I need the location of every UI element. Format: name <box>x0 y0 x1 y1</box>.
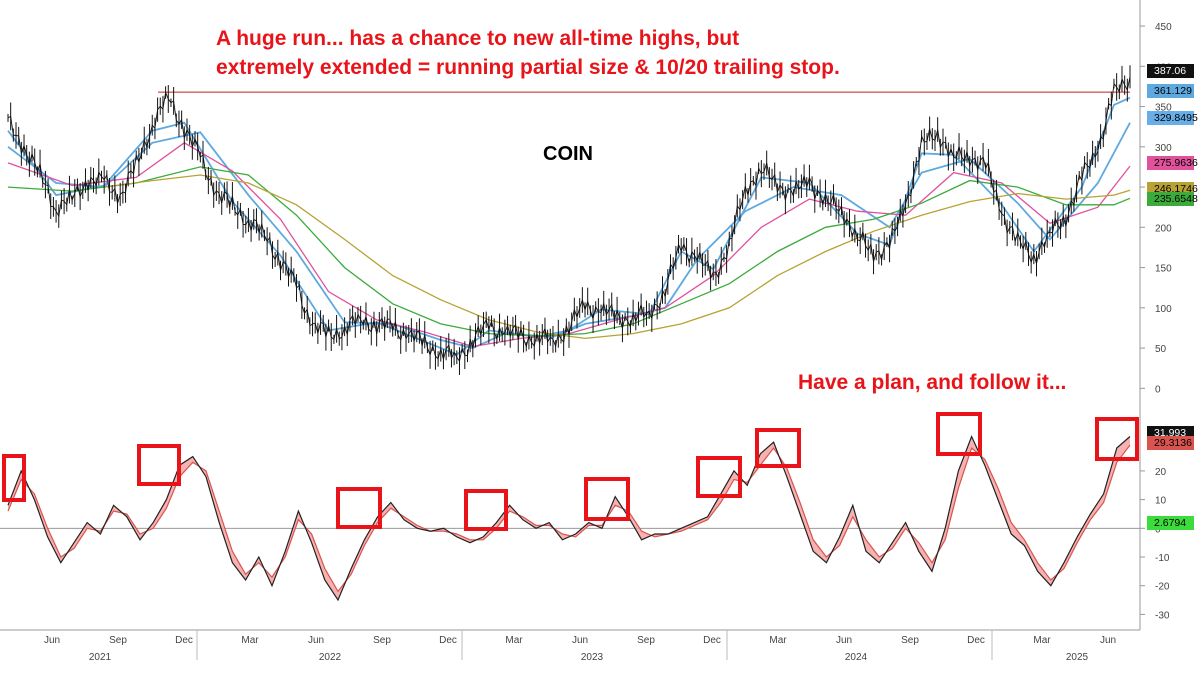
osc-y-tick-label: -30 <box>1155 610 1170 621</box>
osc-signal-tag: 29.3136 <box>1147 436 1194 450</box>
ma-fast2-tag: 329.8495 <box>1147 111 1198 125</box>
highlight-box <box>584 477 630 521</box>
annotation-top: A huge run... has a chance to new all-ti… <box>216 24 840 82</box>
annotation-top-line1: A huge run... has a chance to new all-ti… <box>216 27 740 50</box>
osc-y-tick-label: -20 <box>1155 582 1170 593</box>
x-tick-label: Mar <box>241 635 259 646</box>
highlight-boxes <box>2 412 1139 531</box>
x-year-label: 2022 <box>319 652 342 663</box>
price-tag: 387.06 <box>1147 64 1194 78</box>
x-year-label: 2024 <box>845 652 868 663</box>
ma-long-line <box>104 174 1131 340</box>
ma-fast-line <box>7 96 1131 356</box>
x-tick-label: Dec <box>967 635 985 646</box>
annotation-bottom: Have a plan, and follow it... <box>798 371 1067 394</box>
y-tick-label: 0 <box>1155 384 1161 395</box>
x-tick-label: Jun <box>308 635 324 646</box>
highlight-box <box>936 412 982 456</box>
y-tick-label: 350 <box>1155 103 1172 114</box>
y-tick-label: 300 <box>1155 143 1172 154</box>
x-tick-label: Jun <box>1100 635 1116 646</box>
highlight-box <box>137 444 181 486</box>
ma-fast-tag: 361.129 <box>1147 84 1194 98</box>
highlight-box <box>336 487 382 529</box>
x-tick-label: Sep <box>901 635 919 646</box>
osc-y-tick-label: 10 <box>1155 496 1167 507</box>
osc-zero-tag: 2.6794 <box>1147 516 1194 530</box>
osc-signal-line <box>7 444 1131 593</box>
x-tick-label: Sep <box>373 635 391 646</box>
x-tick-label: Sep <box>109 635 127 646</box>
x-tick-label: Sep <box>637 635 655 646</box>
ma-mid-tag: 275.9636 <box>1147 156 1198 170</box>
ma-slow-tag: 235.6548 <box>1147 192 1198 206</box>
osc-y-tick-label: -10 <box>1155 553 1170 564</box>
x-tick-label: Dec <box>439 635 457 646</box>
x-tick-label: Mar <box>505 635 523 646</box>
highlight-box <box>2 454 26 502</box>
annotation-top-line2: extremely extended = running partial siz… <box>216 56 840 79</box>
price-panel <box>7 65 1131 375</box>
highlight-box <box>464 489 508 531</box>
y-tick-label: 450 <box>1155 22 1172 33</box>
x-year-label: 2023 <box>581 652 604 663</box>
y-tick-label: 150 <box>1155 264 1172 275</box>
x-tick-label: Jun <box>836 635 852 646</box>
price-line <box>7 76 1131 363</box>
x-axis: Jun Sep Dec Mar Jun Sep Dec Mar Jun Sep Dec Mar Jun S… <box>0 629 1140 663</box>
x-tick-label: Jun <box>44 635 60 646</box>
highlight-box <box>755 428 801 468</box>
x-tick-label: Dec <box>175 635 193 646</box>
x-tick-label: Mar <box>1033 635 1051 646</box>
x-year-label: 2021 <box>89 652 112 663</box>
osc-line <box>7 434 1131 602</box>
y-tick-label: 200 <box>1155 223 1172 234</box>
ticker-label: COIN <box>543 143 593 165</box>
oscillator-panel <box>0 434 1140 602</box>
x-year-label: 2025 <box>1066 652 1089 663</box>
y-tick-label: 100 <box>1155 304 1172 315</box>
highlight-box <box>1095 417 1139 461</box>
y-tick-label: 50 <box>1155 344 1167 355</box>
x-tick-label: Dec <box>703 635 721 646</box>
ma-slow-line <box>7 166 1131 337</box>
x-tick-label: Mar <box>769 635 787 646</box>
x-tick-label: Jun <box>572 635 588 646</box>
highlight-box <box>696 456 742 498</box>
osc-y-tick-label: 20 <box>1155 467 1167 478</box>
